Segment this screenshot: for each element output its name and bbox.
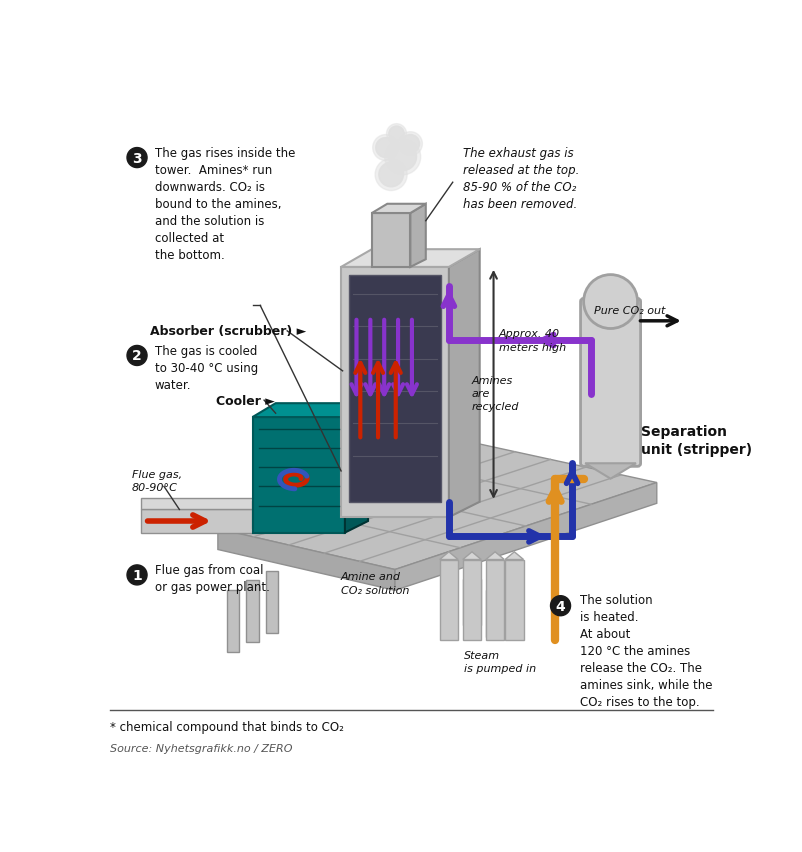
Text: Cooler ►: Cooler ► bbox=[216, 394, 275, 407]
Polygon shape bbox=[246, 580, 258, 642]
Text: Amines
are
recycled: Amines are recycled bbox=[472, 375, 519, 412]
Circle shape bbox=[401, 135, 419, 153]
Polygon shape bbox=[348, 275, 440, 502]
Text: 3: 3 bbox=[132, 152, 142, 165]
Circle shape bbox=[375, 159, 407, 192]
Polygon shape bbox=[252, 494, 287, 529]
Polygon shape bbox=[341, 250, 479, 268]
Text: Separation
unit (stripper): Separation unit (stripper) bbox=[641, 424, 751, 457]
Polygon shape bbox=[217, 445, 656, 570]
Circle shape bbox=[375, 138, 395, 158]
Circle shape bbox=[398, 133, 422, 157]
Polygon shape bbox=[485, 560, 504, 641]
Polygon shape bbox=[341, 268, 448, 517]
Circle shape bbox=[372, 135, 399, 161]
Polygon shape bbox=[371, 204, 425, 214]
Text: Approx. 40
meters high: Approx. 40 meters high bbox=[498, 329, 565, 352]
Polygon shape bbox=[395, 483, 656, 590]
Polygon shape bbox=[462, 560, 480, 641]
Circle shape bbox=[550, 596, 570, 616]
Circle shape bbox=[127, 148, 147, 169]
Polygon shape bbox=[585, 463, 635, 479]
Text: 4: 4 bbox=[555, 599, 565, 613]
Text: CO₂ solution: CO₂ solution bbox=[341, 585, 409, 596]
Circle shape bbox=[384, 140, 420, 176]
Polygon shape bbox=[140, 509, 264, 533]
Text: * chemical compound that binds to CO₂: * chemical compound that binds to CO₂ bbox=[110, 720, 343, 733]
Polygon shape bbox=[217, 529, 395, 590]
Polygon shape bbox=[462, 579, 480, 625]
Polygon shape bbox=[448, 250, 479, 517]
Circle shape bbox=[379, 163, 403, 187]
Polygon shape bbox=[485, 552, 504, 560]
Polygon shape bbox=[140, 498, 264, 509]
Polygon shape bbox=[504, 552, 523, 560]
Polygon shape bbox=[439, 560, 458, 641]
Text: Flue gas,: Flue gas, bbox=[132, 469, 181, 479]
Polygon shape bbox=[410, 204, 425, 268]
Text: 2: 2 bbox=[132, 349, 142, 363]
Text: is pumped in: is pumped in bbox=[464, 664, 536, 674]
Text: 80-90°C: 80-90°C bbox=[132, 482, 177, 492]
Text: The solution
is heated.
At about
120 °C the amines
release the CO₂. The
amines s: The solution is heated. At about 120 °C … bbox=[579, 593, 711, 708]
Circle shape bbox=[127, 565, 147, 585]
Text: The gas is cooled
to 30-40 °C using
water.: The gas is cooled to 30-40 °C using wate… bbox=[155, 344, 257, 391]
Polygon shape bbox=[265, 572, 277, 633]
Text: The exhaust gas is
released at the top.
85-90 % of the CO₂
has been removed.: The exhaust gas is released at the top. … bbox=[462, 147, 578, 210]
Text: Flue gas from coal
or gas power plant.: Flue gas from coal or gas power plant. bbox=[155, 564, 269, 594]
Polygon shape bbox=[439, 552, 458, 560]
Polygon shape bbox=[356, 486, 479, 502]
Text: Pure CO₂ out: Pure CO₂ out bbox=[593, 306, 664, 316]
Text: 1: 1 bbox=[132, 568, 142, 582]
Polygon shape bbox=[252, 417, 345, 533]
Circle shape bbox=[386, 124, 406, 145]
FancyBboxPatch shape bbox=[580, 299, 640, 467]
Polygon shape bbox=[345, 404, 367, 533]
Circle shape bbox=[388, 127, 403, 142]
Polygon shape bbox=[227, 590, 239, 652]
Text: Source: Nyhetsgrafikk.no / ZERO: Source: Nyhetsgrafikk.no / ZERO bbox=[110, 743, 292, 753]
Text: The gas rises inside the
tower.  Amines* run
downwards. CO₂ is
bound to the amin: The gas rises inside the tower. Amines* … bbox=[155, 147, 295, 262]
Polygon shape bbox=[371, 214, 410, 268]
Circle shape bbox=[388, 144, 416, 171]
Polygon shape bbox=[485, 590, 504, 636]
Circle shape bbox=[127, 346, 147, 366]
Text: Steam: Steam bbox=[464, 650, 500, 659]
Text: Amine and: Amine and bbox=[341, 572, 400, 581]
Polygon shape bbox=[252, 404, 367, 417]
Polygon shape bbox=[462, 552, 480, 560]
Text: Absorber (scrubber) ►: Absorber (scrubber) ► bbox=[150, 325, 306, 338]
Polygon shape bbox=[585, 283, 635, 302]
Circle shape bbox=[583, 275, 637, 329]
Polygon shape bbox=[504, 560, 523, 641]
